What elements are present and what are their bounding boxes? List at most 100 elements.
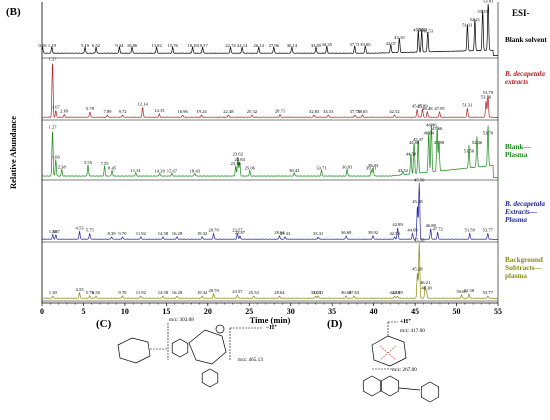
- peak-label: 53.15: [477, 9, 488, 14]
- peak-label: 25.32: [247, 109, 258, 114]
- peak-label: 46.96: [426, 122, 437, 127]
- peak-label: 27.96: [269, 43, 280, 48]
- peak-label: 11.92: [136, 231, 147, 236]
- biaryl-bond: [398, 387, 421, 391]
- peak-label: 6.52: [92, 43, 101, 48]
- x-tick-label: 0: [40, 307, 44, 316]
- x-tick-label: 55: [494, 307, 502, 316]
- peak-label: 8.39: [108, 231, 117, 236]
- peak-label: 7.55: [101, 161, 110, 166]
- peak-label: 16.28: [172, 231, 183, 236]
- peak-label: 2.69: [60, 109, 69, 114]
- peak-label: 24.14: [237, 43, 248, 48]
- x-tick-label: 5: [81, 307, 85, 316]
- peak-label: 33.03: [311, 290, 322, 295]
- peak-label: 23.57: [232, 228, 243, 233]
- trace-label: Blank solvent: [505, 36, 547, 44]
- series-line: [41, 63, 498, 118]
- peak-label: 36.69: [341, 230, 352, 235]
- peak-label: 42.52: [389, 109, 400, 114]
- structure-d-drawing: [362, 321, 440, 403]
- peak-label: 32.83: [309, 109, 320, 114]
- peak-label: 28.64: [274, 290, 285, 295]
- peak-label: 23.36: [231, 161, 242, 166]
- peak-label: 45.28: [412, 199, 423, 204]
- x-tick-label: 45: [411, 307, 419, 316]
- peak-label: 2.38: [58, 165, 67, 170]
- peak-label: 46.21: [420, 280, 431, 285]
- peak-label: 30.43: [289, 168, 300, 173]
- peak-label: 28.71: [275, 109, 286, 114]
- peak-label: 33.05: [311, 43, 322, 48]
- aromatic-ring-a: [171, 338, 189, 358]
- peak-label: 15.76: [167, 43, 178, 48]
- peak-label: 5.19: [81, 43, 90, 48]
- peak-label: 53.79: [483, 130, 494, 135]
- series-line: [41, 182, 498, 240]
- peak-label: 25.06: [245, 166, 256, 171]
- peak-label: 22.48: [223, 109, 234, 114]
- peak-label: 6.50: [92, 290, 101, 295]
- peak-label: 5.78: [86, 106, 95, 111]
- peak-label: 53.77: [483, 228, 494, 233]
- peak-label: 46.53: [423, 29, 434, 34]
- peak-label: 51.59: [465, 228, 476, 233]
- peak-label: 20.70: [208, 228, 219, 233]
- panel-label-c: (C): [96, 318, 112, 330]
- peak-label: 26.14: [254, 43, 265, 48]
- peak-label: 19.32: [197, 290, 208, 295]
- series-line: [41, 242, 498, 299]
- peak-label: 14.20: [155, 169, 166, 174]
- peak-label: 53.79: [483, 90, 494, 95]
- x-tick-label: 40: [370, 307, 378, 316]
- peak-label: 53.81: [483, 0, 494, 4]
- trace-label: Background Subtracts—plasma: [505, 256, 543, 280]
- cleavage-line: [379, 345, 397, 361]
- peak-label: 11.31: [131, 168, 142, 173]
- peak-label: 33.71: [316, 166, 327, 171]
- peak-label: 33.31: [313, 290, 324, 295]
- x-tick-label: 30: [287, 307, 295, 316]
- peak-label: 33.31: [313, 231, 324, 236]
- peak-label: 23.84: [234, 157, 245, 162]
- peak-label: 20.70: [208, 288, 219, 293]
- peak-label: 50.60: [456, 289, 467, 294]
- peak-label: 39.93: [368, 163, 379, 168]
- peak-label: 42.89: [392, 222, 403, 227]
- peak-label: 18.43: [190, 169, 201, 174]
- peak-label: 39.00: [360, 42, 371, 47]
- peak-label: 11.92: [136, 290, 147, 295]
- struct-d-mz-top: m/z: 417.00: [400, 328, 425, 334]
- peak-label: 46.64: [424, 130, 435, 135]
- peak-label: 14.58: [158, 290, 169, 295]
- peak-label: 45.89: [417, 104, 428, 109]
- peak-label: 47.66: [432, 126, 443, 131]
- peak-label: 47.72: [432, 227, 443, 232]
- series-line: [41, 123, 498, 178]
- peak-label: 39.92: [368, 230, 379, 235]
- peak-label: 34.35: [322, 42, 333, 47]
- x-tick-label: 50: [453, 307, 461, 316]
- panel-label-d: (D): [327, 318, 343, 330]
- ion-mode-label: ESI-: [512, 8, 530, 18]
- peak-label: 1.27: [49, 125, 58, 130]
- peak-label: 37.71: [349, 42, 360, 47]
- struct-d-adduct: +H⁺: [400, 319, 412, 325]
- peak-label: 51.31: [462, 22, 473, 27]
- peak-label: 43.52: [398, 168, 409, 173]
- peak-label: 45.39: [413, 28, 424, 33]
- peak-label: 8.45: [108, 166, 117, 171]
- peak-label: 51.31: [462, 102, 473, 107]
- peak-label: 13.82: [151, 43, 162, 48]
- trace-label: B. decapetala extracts: [505, 70, 545, 86]
- peak-label: 5.75: [86, 228, 95, 233]
- peak-label: 1.19: [48, 43, 57, 48]
- peak-label: 44.88: [409, 140, 420, 145]
- peak-label: 45.50: [414, 238, 425, 243]
- x-tick-label: 35: [328, 307, 336, 316]
- peak-label: 29.33: [280, 231, 291, 236]
- peak-label: 51.50: [464, 288, 475, 293]
- peak-label: 23.87: [235, 230, 246, 235]
- peak-label: 45.25: [412, 104, 423, 109]
- peak-label: 30.14: [287, 43, 298, 48]
